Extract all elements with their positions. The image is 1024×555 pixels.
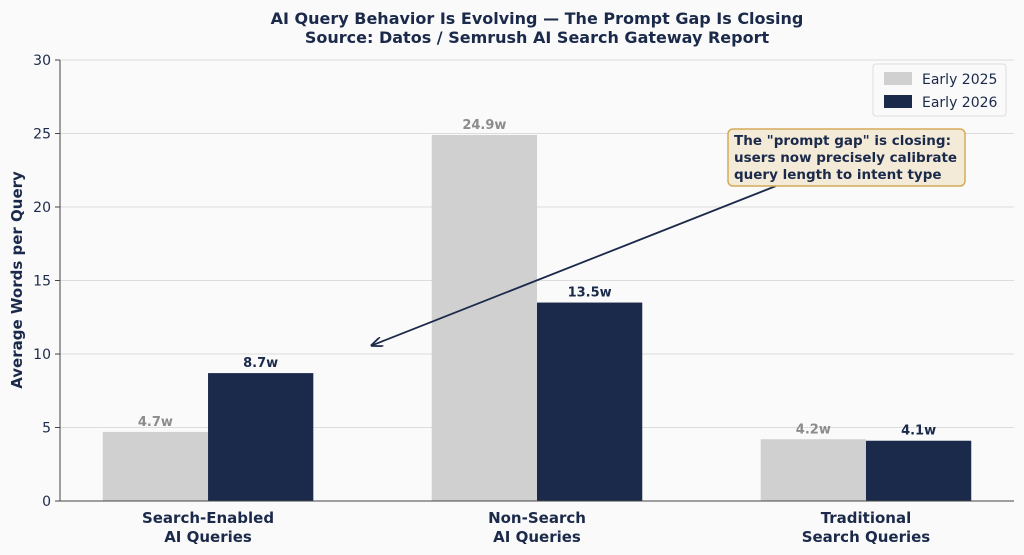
y-tick-label: 5 xyxy=(42,421,51,437)
x-tick-label: AI Queries xyxy=(164,528,252,546)
y-axis-ticks: 0 5 10 15 20 25 30 xyxy=(33,53,60,510)
legend: Early 2025 Early 2026 xyxy=(872,63,1007,117)
data-label: 4.7w xyxy=(138,415,173,430)
legend-swatch xyxy=(884,95,912,108)
y-axis-label: Average Words per Query xyxy=(8,171,26,389)
annotation: The "prompt gap" is closing:users now pr… xyxy=(373,128,966,345)
annotation-text: users now precisely calibrate xyxy=(734,150,957,166)
bar-early-2025 xyxy=(431,134,537,501)
bar-early-2025 xyxy=(102,431,209,501)
y-tick-label: 10 xyxy=(33,347,51,363)
annotation-text: query length to intent type xyxy=(734,167,942,183)
bar-early-2025 xyxy=(760,439,866,501)
bar-early-2026 xyxy=(208,373,314,501)
legend-label: Early 2026 xyxy=(922,95,998,111)
bar-early-2026 xyxy=(865,440,972,501)
data-label: 4.2w xyxy=(796,422,831,437)
y-tick-label: 15 xyxy=(33,274,51,290)
bars: 4.7w 24.9w 4.2w 8.7w 13.5w 4.1w xyxy=(102,118,972,501)
y-tick-label: 0 xyxy=(42,494,51,510)
y-tick-label: 30 xyxy=(33,53,51,69)
x-tick-label: Search Queries xyxy=(802,528,931,546)
data-label: 8.7w xyxy=(243,356,278,371)
annotation-arrow xyxy=(373,185,777,345)
y-tick-label: 25 xyxy=(33,127,51,143)
annotation-text: The "prompt gap" is closing: xyxy=(734,133,951,149)
data-label: 24.9w xyxy=(462,118,506,133)
chart-title: AI Query Behavior Is Evolving — The Prom… xyxy=(271,9,804,28)
x-tick-label: AI Queries xyxy=(493,528,581,546)
data-label: 13.5w xyxy=(568,286,612,301)
legend-swatch xyxy=(884,72,912,85)
data-label: 4.1w xyxy=(901,424,936,439)
x-tick-label: Non-Search xyxy=(488,509,586,527)
y-tick-label: 20 xyxy=(33,200,51,216)
legend-label: Early 2025 xyxy=(922,72,997,88)
x-tick-label: Search-Enabled xyxy=(142,509,274,527)
chart-subtitle: Source: Datos / Semrush AI Search Gatewa… xyxy=(305,28,770,47)
x-tick-label: Traditional xyxy=(821,509,912,527)
annotation-box xyxy=(727,128,966,187)
bar-early-2026 xyxy=(537,302,643,501)
